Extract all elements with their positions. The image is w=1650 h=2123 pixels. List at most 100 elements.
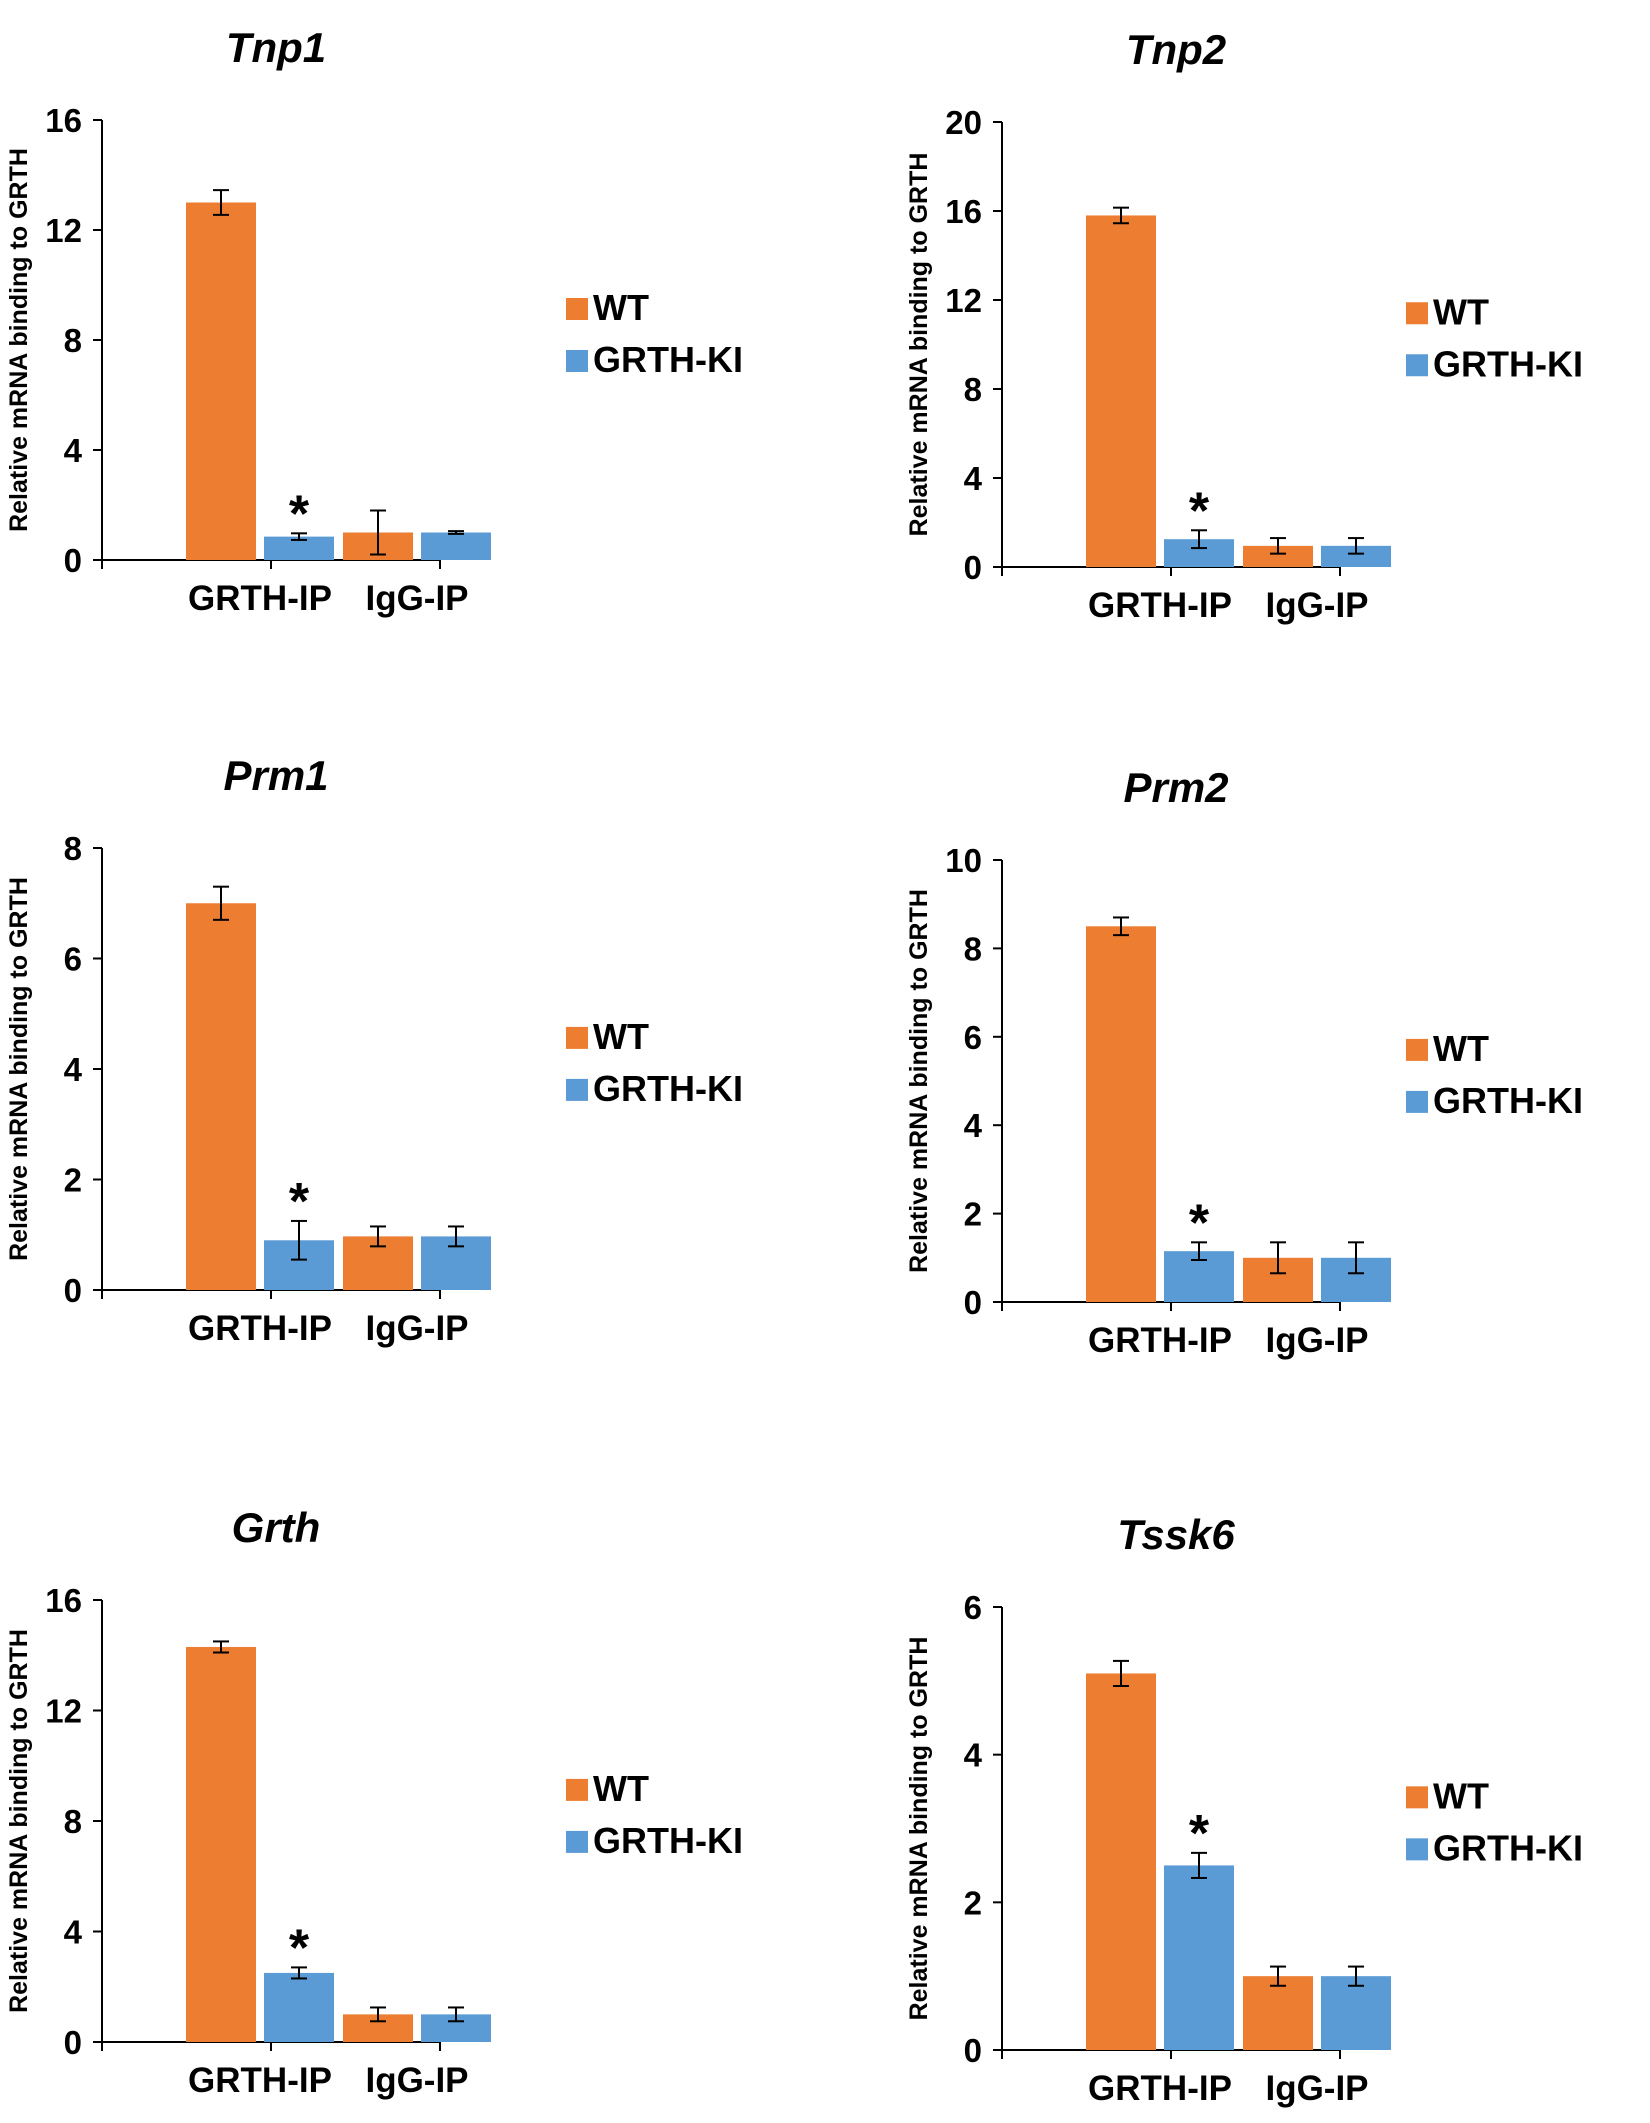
y-tick-label: 20 <box>945 104 982 141</box>
y-tick-label: 12 <box>945 282 982 319</box>
legend-swatch-wt <box>1406 1038 1428 1061</box>
chart-svg: Grth Relative mRNA binding to GRTH 0 4 8 12 16… <box>5 1504 743 2100</box>
y-tick-label: 4 <box>964 460 983 497</box>
significance-asterisk: * <box>289 485 310 543</box>
y-tick-label: 4 <box>64 432 83 469</box>
legend-swatch-ki <box>1406 1838 1428 1861</box>
significance-asterisk: * <box>1189 482 1210 540</box>
bar-wt-igg-ip <box>1243 545 1313 567</box>
y-axis-label: Relative mRNA binding to GRTH <box>905 153 933 537</box>
bar-wt-igg-ip <box>1243 1976 1313 2050</box>
bar-grth-ki-grth-ip <box>1164 1865 1234 2050</box>
y-tick-label: 16 <box>45 1582 82 1619</box>
x-category-label: IgG-IP <box>365 1309 468 1348</box>
chart-prm2: Prm2 Relative mRNA binding to GRTH 0 2 4 6 8 10… <box>900 720 1650 1380</box>
legend-swatch-ki <box>1406 1090 1428 1113</box>
y-tick-label: 6 <box>64 941 82 978</box>
x-category-label: GRTH-IP <box>1088 586 1232 625</box>
legend-label-wt: WT <box>1433 1775 1489 1816</box>
legend-swatch-wt <box>1406 302 1428 325</box>
y-tick-label: 0 <box>964 2032 982 2069</box>
y-tick-label: 8 <box>64 1803 82 1840</box>
legend-swatch-wt <box>1406 1786 1428 1809</box>
y-tick-label: 2 <box>64 1162 82 1199</box>
bar-grth-ki-igg-ip <box>1321 1976 1391 2050</box>
y-tick-label: 4 <box>64 1051 83 1088</box>
y-tick-label: 8 <box>964 371 982 408</box>
bar-grth-ki-igg-ip <box>421 532 491 560</box>
bar-wt-grth-ip <box>1086 926 1156 1302</box>
x-category-label: IgG-IP <box>365 579 468 618</box>
bar-wt-grth-ip <box>1086 1673 1156 2050</box>
chart-title: Tnp2 <box>1126 26 1226 73</box>
y-axis-label: Relative mRNA binding to GRTH <box>905 889 933 1273</box>
legend-label-ki: GRTH-KI <box>1433 1080 1583 1121</box>
chart-tnp1: Tnp1 Relative mRNA binding to GRTH 0 4 8 12 16… <box>0 0 825 660</box>
y-tick-label: 10 <box>945 842 982 879</box>
y-tick-label: 12 <box>45 212 82 249</box>
chart-title: Prm1 <box>223 752 328 799</box>
x-category-label: GRTH-IP <box>188 579 332 618</box>
bar-wt-grth-ip <box>1086 215 1156 567</box>
y-tick-label: 0 <box>964 1284 982 1321</box>
significance-asterisk: * <box>289 1173 310 1231</box>
legend-swatch-ki <box>566 350 588 372</box>
x-category-label: GRTH-IP <box>188 1309 332 1348</box>
y-tick-label: 12 <box>45 1693 82 1730</box>
legend-swatch-ki <box>566 1830 588 1853</box>
x-category-label: GRTH-IP <box>188 2061 332 2100</box>
y-tick-label: 2 <box>964 1884 982 1921</box>
significance-asterisk: * <box>1189 1805 1210 1863</box>
legend-swatch-ki <box>1406 354 1428 377</box>
legend-label-ki: GRTH-KI <box>1433 343 1583 384</box>
chart-title: Tssk6 <box>1117 1511 1235 1558</box>
y-tick-label: 6 <box>964 1589 982 1626</box>
bar-grth-ki-grth-ip <box>264 536 334 560</box>
bar-wt-grth-ip <box>186 1646 256 2042</box>
x-category-label: GRTH-IP <box>1088 2069 1232 2108</box>
y-tick-label: 6 <box>964 1019 982 1056</box>
legend-label-wt: WT <box>593 287 649 328</box>
chart-svg: Prm2 Relative mRNA binding to GRTH 0 2 4 6 8 10… <box>905 764 1583 1360</box>
y-tick-label: 4 <box>964 1107 983 1144</box>
significance-asterisk: * <box>289 1919 310 1977</box>
chart-tnp2: Tnp2 Relative mRNA binding to GRTH 0 4 8 12 16… <box>900 0 1650 660</box>
y-tick-label: 0 <box>964 549 982 586</box>
legend-label-ki: GRTH-KI <box>593 1068 743 1109</box>
x-category-label: IgG-IP <box>365 2061 468 2100</box>
bar-grth-ki-igg-ip <box>1321 545 1391 567</box>
chart-svg: Tssk6 Relative mRNA binding to GRTH 0 2 4 6 GR… <box>905 1511 1583 2108</box>
legend-label-ki: GRTH-KI <box>593 339 743 380</box>
significance-asterisk: * <box>1189 1194 1210 1252</box>
y-tick-label: 8 <box>64 830 82 867</box>
y-tick-label: 16 <box>45 102 82 139</box>
legend-swatch-wt <box>566 298 588 320</box>
chart-title: Tnp1 <box>226 24 326 71</box>
chart-prm1: Prm1 Relative mRNA binding to GRTH 0 2 4 6 8 GR… <box>0 720 825 1380</box>
legend-label-ki: GRTH-KI <box>1433 1827 1583 1868</box>
chart-tssk6: Tssk6 Relative mRNA binding to GRTH 0 2 4 6 GR… <box>900 1450 1650 2123</box>
x-category-label: IgG-IP <box>1265 2069 1368 2108</box>
bar-wt-grth-ip <box>186 903 256 1290</box>
legend-label-wt: WT <box>593 1016 649 1057</box>
y-tick-label: 8 <box>64 322 82 359</box>
x-category-label: IgG-IP <box>1265 586 1368 625</box>
y-axis-label: Relative mRNA binding to GRTH <box>5 1629 33 2013</box>
bar-wt-grth-ip <box>186 202 256 560</box>
x-category-label: GRTH-IP <box>1088 1321 1232 1360</box>
y-axis-label: Relative mRNA binding to GRTH <box>905 1637 933 2021</box>
y-tick-label: 0 <box>64 2024 82 2061</box>
y-tick-label: 16 <box>945 193 982 230</box>
chart-svg: Prm1 Relative mRNA binding to GRTH 0 2 4 6 8 GR… <box>5 752 743 1348</box>
bar-grth-ki-grth-ip <box>264 1972 334 2042</box>
y-tick-label: 8 <box>964 930 982 967</box>
y-axis-label: Relative mRNA binding to GRTH <box>5 148 33 532</box>
legend-swatch-wt <box>566 1026 588 1049</box>
chart-grth: Grth Relative mRNA binding to GRTH 0 4 8 12 16… <box>0 1450 825 2123</box>
y-axis-label: Relative mRNA binding to GRTH <box>5 877 33 1261</box>
y-tick-label: 0 <box>64 542 82 579</box>
legend-label-wt: WT <box>1433 291 1489 332</box>
y-tick-label: 0 <box>64 1272 82 1309</box>
y-tick-label: 4 <box>64 1914 83 1951</box>
chart-title: Grth <box>232 1504 321 1551</box>
